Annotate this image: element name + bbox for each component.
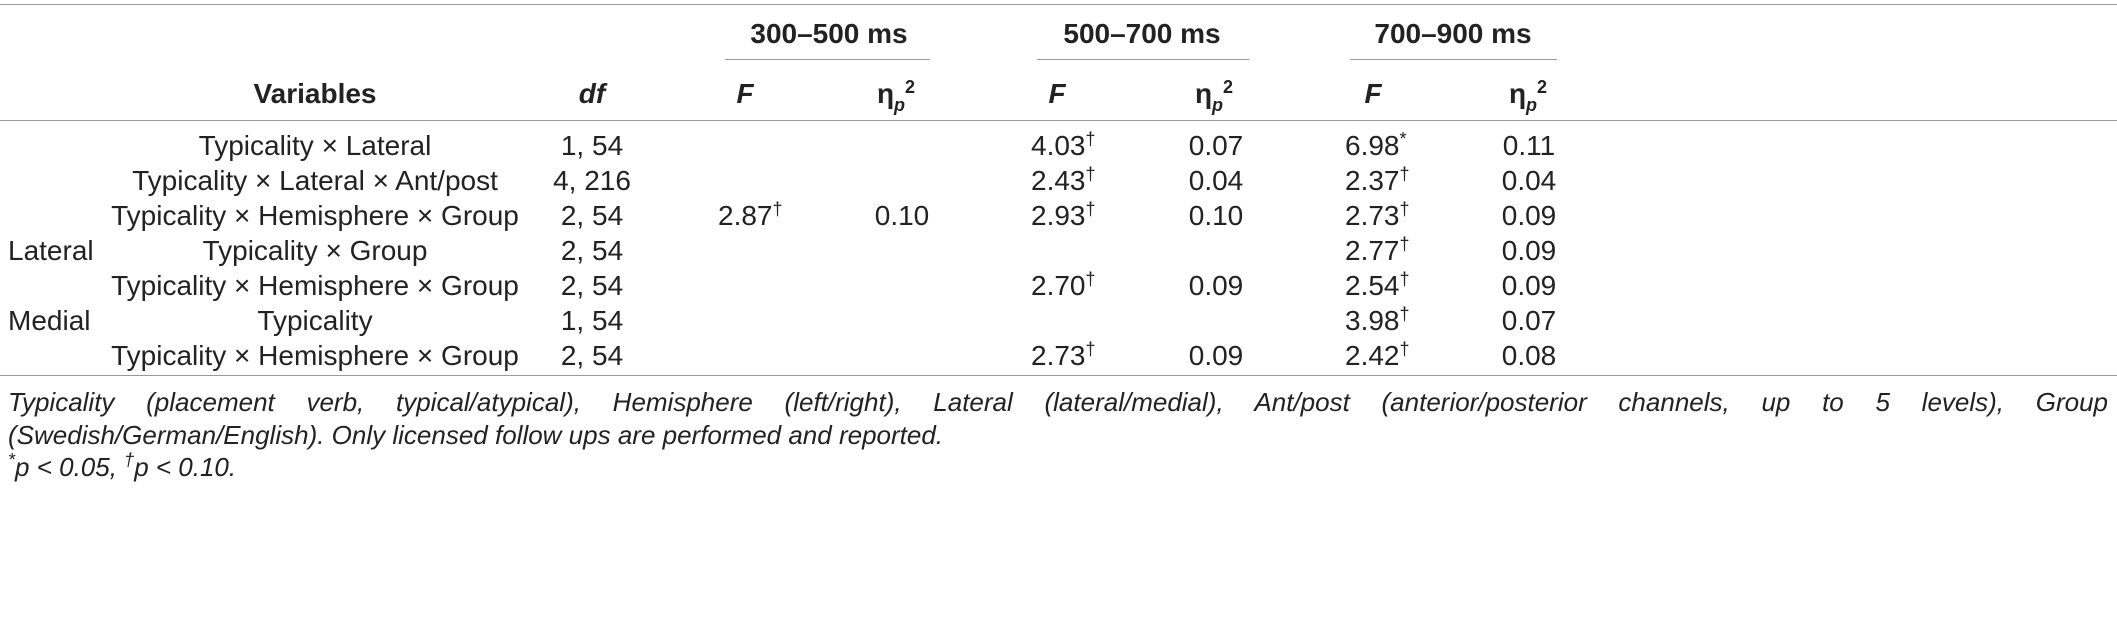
f-cell-700-900: 3.98† <box>1345 304 1410 336</box>
eta-cell-300-500: 0.10 <box>874 200 930 231</box>
window-rule-700-900 <box>1350 59 1557 60</box>
eta-cell-500-700: 0.10 <box>1188 200 1244 231</box>
region-cell: Lateral <box>8 235 94 266</box>
df-cell: 2, 54 <box>560 340 624 371</box>
window-header-500-700: 500–700 ms <box>1063 18 1221 49</box>
df-cell: 2, 54 <box>560 200 624 231</box>
header-eta-300-500: ηp2 <box>876 77 916 115</box>
df-cell: 4, 216 <box>553 165 631 196</box>
header-df: df <box>578 78 606 109</box>
variable-cell: Typicality × Hemisphere × Group <box>111 200 519 231</box>
header-variables: Variables <box>253 78 377 109</box>
df-cell: 2, 54 <box>560 270 624 301</box>
df-cell: 1, 54 <box>560 305 624 336</box>
f-cell-500-700: 4.03† <box>1031 129 1096 161</box>
f-cell-700-900: 2.77† <box>1345 234 1410 266</box>
header-eta-500-700: ηp2 <box>1194 77 1234 115</box>
footnote-line-2: (Swedish/German/English). Only licensed … <box>8 420 944 450</box>
f-cell-500-700: 2.70† <box>1031 269 1096 301</box>
eta-cell-700-900: 0.04 <box>1501 165 1557 196</box>
window-rule-300-500 <box>725 59 930 60</box>
f-cell-700-900: 2.42† <box>1345 339 1410 371</box>
eta-cell-500-700: 0.07 <box>1188 130 1244 161</box>
eta-cell-500-700: 0.04 <box>1188 165 1244 196</box>
f-cell-500-700: 2.43† <box>1031 164 1096 196</box>
eta-cell-700-900: 0.09 <box>1501 200 1557 231</box>
window-rule-500-700 <box>1037 59 1249 60</box>
table-bottom-rule <box>0 375 2117 376</box>
variable-cell: Typicality × Lateral <box>198 130 432 161</box>
eta-cell-500-700: 0.09 <box>1188 270 1244 301</box>
f-cell-500-700: 2.73† <box>1031 339 1096 371</box>
eta-cell-700-900: 0.07 <box>1501 305 1557 336</box>
variable-cell: Typicality <box>257 305 373 336</box>
header-f-500-700: F <box>1048 78 1066 109</box>
header-f-300-500: F <box>736 78 754 109</box>
df-cell: 2, 54 <box>560 235 624 266</box>
footnote-line-1: Typicality (placement verb, typical/atyp… <box>8 387 2108 417</box>
region-cell: Medial <box>8 305 91 336</box>
f-cell-500-700: 2.93† <box>1031 199 1096 231</box>
f-cell-700-900: 2.54† <box>1345 269 1410 301</box>
eta-cell-500-700: 0.09 <box>1188 340 1244 371</box>
window-header-700-900: 700–900 ms <box>1374 18 1532 49</box>
variable-cell: Typicality × Hemisphere × Group <box>111 270 519 301</box>
header-bottom-rule <box>0 120 2117 121</box>
variable-cell: Typicality × Group <box>202 235 428 266</box>
variable-cell: Typicality × Hemisphere × Group <box>111 340 519 371</box>
f-cell-700-900: 2.73† <box>1345 199 1410 231</box>
eta-cell-700-900: 0.09 <box>1501 235 1557 266</box>
header-eta-700-900: ηp2 <box>1508 77 1548 115</box>
eta-cell-700-900: 0.09 <box>1501 270 1557 301</box>
eta-cell-700-900: 0.11 <box>1502 130 1556 161</box>
window-header-300-500: 300–500 ms <box>750 18 908 49</box>
eta-cell-700-900: 0.08 <box>1501 340 1557 371</box>
table-top-rule <box>0 4 2117 5</box>
f-cell-700-900: 6.98* <box>1345 129 1407 161</box>
header-f-700-900: F <box>1364 78 1382 109</box>
f-cell-700-900: 2.37† <box>1345 164 1410 196</box>
df-cell: 1, 54 <box>560 130 624 161</box>
f-cell-300-500: 2.87† <box>718 199 783 231</box>
footnote-significance: *p < 0.05, †p < 0.10. <box>8 450 237 482</box>
variable-cell: Typicality × Lateral × Ant/post <box>132 165 498 196</box>
